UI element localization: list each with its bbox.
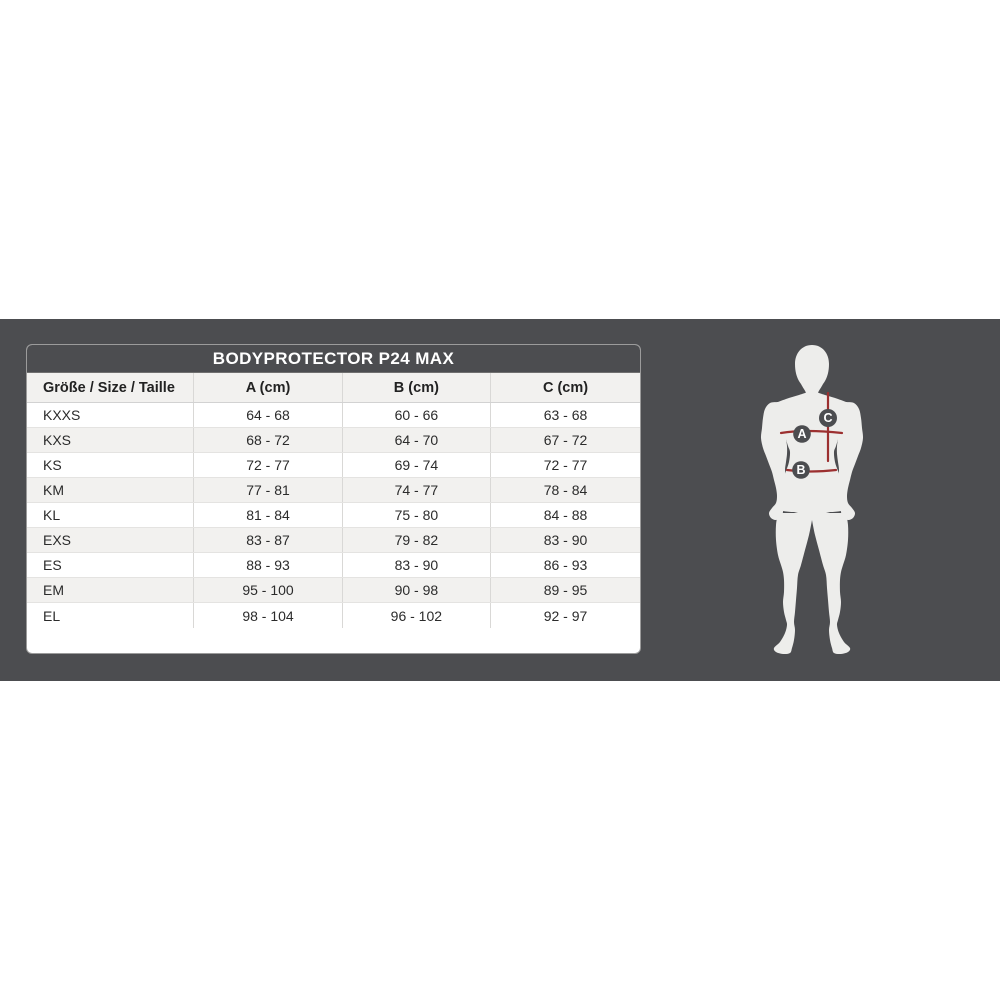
svg-text:A: A (797, 427, 806, 441)
svg-text:C: C (823, 411, 832, 425)
svg-text:B: B (796, 463, 805, 477)
